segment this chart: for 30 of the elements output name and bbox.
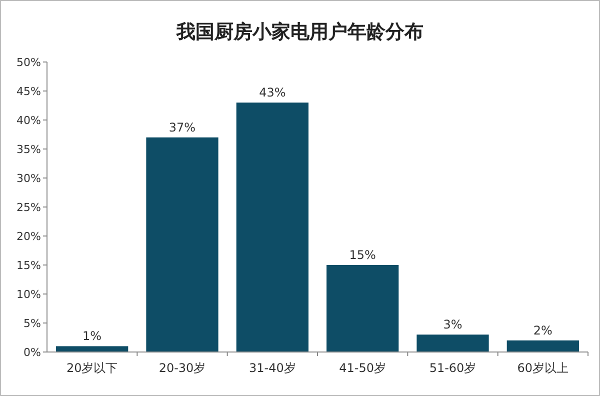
data-label: 3% [443, 318, 462, 332]
bar [146, 137, 218, 352]
y-tick-label: 0% [24, 346, 41, 359]
y-tick-label: 20% [16, 230, 41, 243]
bar [326, 265, 399, 352]
y-tick-label: 10% [16, 288, 41, 301]
y-tick-label: 30% [16, 172, 41, 185]
y-tick-label: 45% [16, 84, 41, 98]
x-tick-label: 41-50岁 [339, 361, 386, 375]
data-label: 37% [168, 120, 196, 134]
bar [416, 334, 489, 352]
y-tick-label: 15% [16, 258, 41, 272]
data-label: 2% [533, 323, 552, 338]
x-tick-label: 20岁以下 [66, 361, 118, 375]
x-tick-label: 31-40岁 [248, 361, 296, 375]
y-tick-label: 25% [16, 200, 41, 214]
y-tick-label: 5% [24, 316, 41, 330]
data-label: 1% [82, 329, 102, 344]
chart-title: 我国厨房小家电用户年龄分布 [176, 21, 424, 43]
bar [506, 340, 579, 352]
bar [236, 102, 308, 352]
data-label: 43% [259, 86, 286, 100]
x-tick-label: 60岁以上 [517, 361, 569, 375]
y-tick-label: 40% [16, 114, 41, 127]
y-tick-label: 50% [16, 56, 41, 69]
x-tick-label: 51-60岁 [429, 361, 476, 375]
data-label: 15% [349, 248, 376, 262]
bar [56, 346, 128, 352]
x-tick-label: 20-30岁 [158, 361, 206, 375]
y-tick-label: 35% [16, 142, 41, 156]
